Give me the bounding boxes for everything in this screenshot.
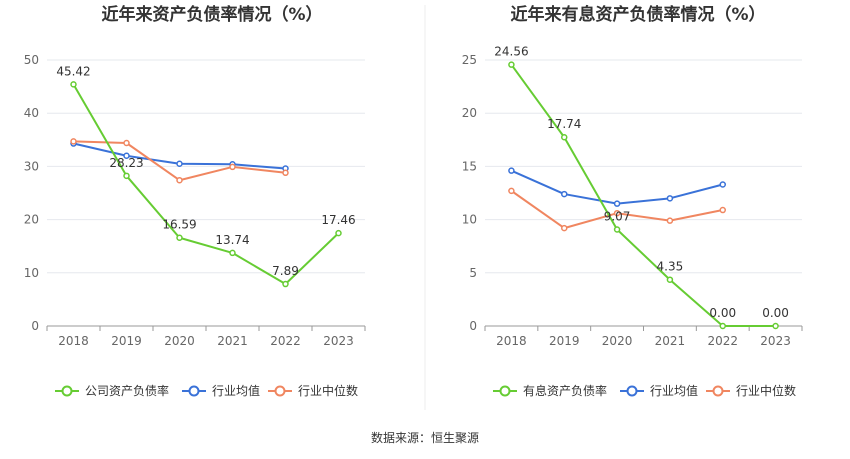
data-label: 17.74 xyxy=(547,117,581,131)
y-tick-label: 0 xyxy=(31,319,39,333)
main-series-point[interactable] xyxy=(335,229,342,237)
legend-circle-marker xyxy=(712,385,724,397)
legend-label: 行业中位数 xyxy=(736,383,796,398)
data-label: 0.00 xyxy=(709,306,736,320)
data-label: 16.59 xyxy=(162,218,196,232)
industry-median-series-point[interactable] xyxy=(561,224,568,232)
x-tick-label: 2018 xyxy=(58,334,89,348)
legend-circle-marker xyxy=(61,385,73,397)
main-series-point[interactable] xyxy=(70,81,77,88)
chart-title: 近年来有息资产负债率情况（%） xyxy=(510,4,765,25)
industry-median-series-point[interactable] xyxy=(282,169,289,177)
legend-label: 有息资产负债率 xyxy=(523,383,607,398)
legend-circle-marker xyxy=(499,385,511,397)
industry-mean-series-point[interactable] xyxy=(666,195,674,202)
main-series-point[interactable] xyxy=(613,226,621,233)
data-label: 9.07 xyxy=(604,209,631,223)
industry-median-series-point[interactable] xyxy=(508,187,515,195)
y-tick-label: 5 xyxy=(469,266,477,280)
main-series-line xyxy=(72,83,340,286)
chart-panel-interest-debt-ratio: 近年来有息资产负债率情况（%） 0 5 10 15 20 25 2018 2019 2020 20… xyxy=(462,4,803,398)
legend-circle-marker xyxy=(188,385,200,397)
legend-item-main-series[interactable]: 有息资产负债率 xyxy=(493,383,607,398)
industry-median-series-point[interactable] xyxy=(176,176,183,184)
y-tick-label: 15 xyxy=(462,159,477,173)
data-label: 24.56 xyxy=(494,45,528,59)
legend-circle-marker xyxy=(626,385,638,397)
legend-item-main-series[interactable]: 公司资产负债率 xyxy=(55,383,169,398)
industry-mean-series-point[interactable] xyxy=(613,200,621,207)
x-tick-label: 2018 xyxy=(496,334,527,348)
industry-mean-series-point[interactable] xyxy=(561,190,568,198)
x-tick-label: 2019 xyxy=(549,334,580,348)
legend-label: 行业均值 xyxy=(212,383,260,398)
industry-mean-series-point[interactable] xyxy=(176,160,183,167)
data-label: 28.23 xyxy=(109,156,143,170)
industry-median-series-point[interactable] xyxy=(666,217,674,224)
data-label: 7.89 xyxy=(272,264,299,278)
y-tick-label: 50 xyxy=(24,53,39,67)
y-tick-label: 20 xyxy=(462,106,477,120)
y-tick-label: 30 xyxy=(24,159,39,173)
y-tick-label: 20 xyxy=(24,213,39,227)
main-series-point[interactable] xyxy=(561,133,568,141)
y-tick-label: 10 xyxy=(24,266,39,280)
legend-circle-marker xyxy=(274,385,286,397)
industry-median-series-point[interactable] xyxy=(719,206,726,214)
x-tick-label: 2020 xyxy=(602,334,633,348)
industry-mean-series-point[interactable] xyxy=(719,181,726,188)
data-source-note: 数据来源：恒生聚源 xyxy=(371,430,479,445)
main-series-point[interactable] xyxy=(719,322,726,330)
industry-median-series-point[interactable] xyxy=(229,163,236,171)
main-series-point[interactable] xyxy=(666,276,674,283)
industry-mean-series-point[interactable] xyxy=(123,152,130,160)
industry-mean-series-point[interactable] xyxy=(508,167,515,174)
industry-median-series-point[interactable] xyxy=(613,209,621,217)
main-series-point[interactable] xyxy=(229,249,236,257)
data-label: 0.00 xyxy=(762,306,789,320)
main-series-point[interactable] xyxy=(508,61,515,68)
main-series-point[interactable] xyxy=(772,322,779,330)
x-tick-label: 2023 xyxy=(323,334,354,348)
chart-title: 近年来资产负债率情况（%） xyxy=(101,4,322,25)
data-label: 45.42 xyxy=(56,64,90,78)
x-tick-label: 2022 xyxy=(270,334,301,348)
y-tick-label: 10 xyxy=(462,213,477,227)
data-label: 17.46 xyxy=(321,213,355,227)
legend-label: 公司资产负债率 xyxy=(85,383,169,398)
data-label: 4.35 xyxy=(657,260,684,274)
y-tick-label: 25 xyxy=(462,53,477,67)
legend-label: 行业均值 xyxy=(650,383,698,398)
x-tick-label: 2023 xyxy=(760,334,791,348)
chart-panel-debt-ratio: 近年来资产负债率情况（%） 0 10 20 30 40 50 2018 2019 2020 202… xyxy=(24,4,366,398)
x-tick-label: 2021 xyxy=(655,334,686,348)
legend-label: 行业中位数 xyxy=(298,383,358,398)
legend-item-industry-mean-series[interactable]: 行业均值 xyxy=(620,383,698,398)
legend-item-industry-mean-series[interactable]: 行业均值 xyxy=(182,383,260,398)
x-tick-label: 2021 xyxy=(217,334,248,348)
main-series-point[interactable] xyxy=(282,280,289,288)
main-series-line xyxy=(510,64,776,327)
x-tick-label: 2020 xyxy=(164,334,195,348)
main-series-point[interactable] xyxy=(123,172,130,180)
data-label: 13.74 xyxy=(215,233,249,247)
industry-median-series-point[interactable] xyxy=(70,138,77,145)
y-tick-label: 40 xyxy=(24,106,39,120)
legend-item-industry-median-series[interactable]: 行业中位数 xyxy=(706,383,796,398)
industry-median-series-point[interactable] xyxy=(123,139,130,147)
main-series-point[interactable] xyxy=(176,234,183,241)
y-tick-label: 0 xyxy=(469,319,477,333)
legend-item-industry-median-series[interactable]: 行业中位数 xyxy=(268,383,358,398)
x-tick-label: 2022 xyxy=(707,334,738,348)
industry-mean-series-line xyxy=(511,169,724,205)
x-tick-label: 2019 xyxy=(111,334,142,348)
